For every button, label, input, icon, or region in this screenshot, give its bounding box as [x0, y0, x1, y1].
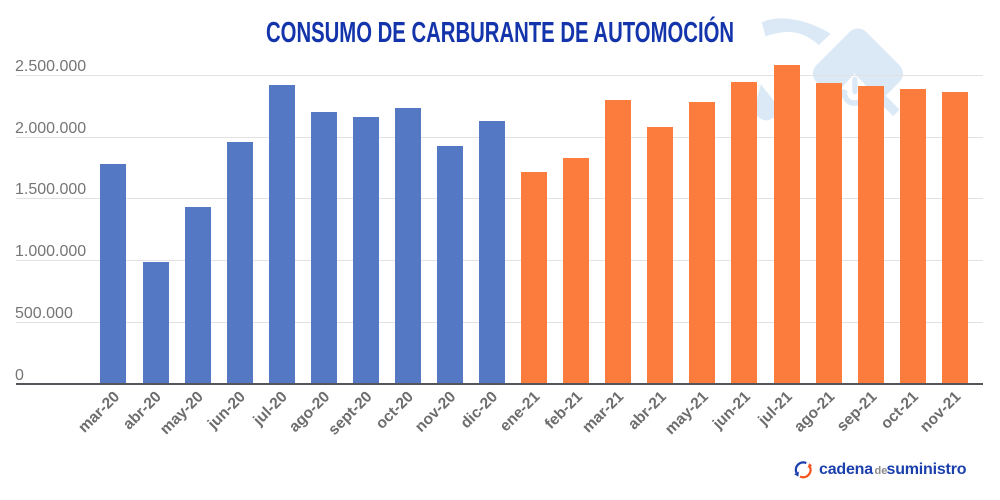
svg-text:cadena: cadena — [819, 461, 873, 478]
svg-text:suministro: suministro — [887, 461, 967, 478]
svg-text:de: de — [875, 465, 888, 477]
